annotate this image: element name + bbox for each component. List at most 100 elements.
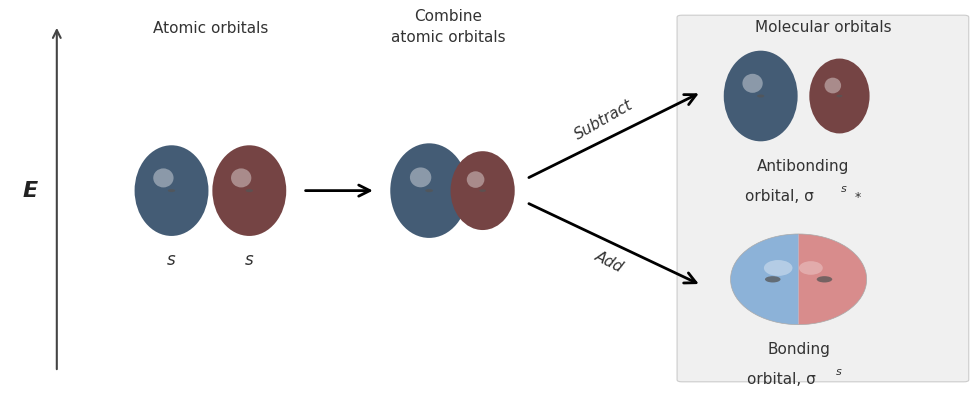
Ellipse shape (152, 166, 191, 215)
Ellipse shape (136, 147, 208, 235)
Ellipse shape (467, 171, 485, 188)
Ellipse shape (476, 183, 489, 198)
Ellipse shape (825, 77, 854, 115)
Circle shape (480, 189, 486, 192)
Ellipse shape (811, 61, 868, 131)
Ellipse shape (154, 170, 189, 212)
Ellipse shape (475, 181, 490, 200)
Circle shape (246, 189, 253, 192)
Ellipse shape (838, 95, 840, 97)
Ellipse shape (416, 175, 442, 206)
Text: Subtract: Subtract (572, 97, 636, 143)
Ellipse shape (219, 154, 279, 227)
Ellipse shape (740, 70, 782, 122)
Ellipse shape (835, 90, 844, 102)
Ellipse shape (396, 150, 463, 231)
Ellipse shape (463, 167, 502, 214)
Circle shape (837, 95, 842, 97)
Ellipse shape (829, 82, 850, 110)
Ellipse shape (830, 83, 849, 108)
Ellipse shape (759, 93, 763, 99)
Ellipse shape (745, 76, 777, 116)
Ellipse shape (465, 170, 500, 212)
Ellipse shape (763, 260, 793, 276)
Ellipse shape (213, 145, 287, 236)
Ellipse shape (832, 86, 847, 106)
Circle shape (765, 276, 781, 283)
Ellipse shape (412, 170, 446, 211)
Ellipse shape (227, 164, 271, 218)
Ellipse shape (221, 156, 278, 225)
Ellipse shape (408, 164, 451, 218)
Ellipse shape (241, 180, 258, 201)
Ellipse shape (730, 58, 792, 134)
Ellipse shape (799, 261, 823, 275)
Ellipse shape (139, 151, 204, 230)
Text: Molecular orbitals: Molecular orbitals (755, 19, 891, 35)
Ellipse shape (727, 55, 794, 137)
Text: orbital, σ: orbital, σ (745, 189, 813, 204)
Ellipse shape (812, 62, 867, 130)
Ellipse shape (814, 65, 865, 127)
Ellipse shape (419, 178, 440, 203)
Ellipse shape (836, 91, 843, 101)
Text: E: E (23, 181, 38, 200)
Ellipse shape (394, 148, 464, 233)
Ellipse shape (245, 185, 254, 197)
Ellipse shape (470, 175, 495, 206)
Ellipse shape (760, 94, 761, 98)
Ellipse shape (726, 54, 796, 138)
Ellipse shape (457, 159, 508, 222)
Circle shape (817, 276, 833, 283)
Circle shape (425, 189, 433, 192)
Circle shape (168, 189, 176, 192)
Text: s: s (168, 251, 176, 269)
Ellipse shape (825, 78, 841, 93)
Ellipse shape (451, 152, 514, 229)
Ellipse shape (161, 177, 182, 204)
Ellipse shape (757, 91, 764, 100)
Ellipse shape (738, 69, 783, 123)
Ellipse shape (156, 171, 187, 210)
Ellipse shape (214, 148, 284, 233)
Ellipse shape (454, 156, 511, 225)
Ellipse shape (456, 158, 509, 224)
Ellipse shape (237, 175, 261, 206)
Text: Antibonding: Antibonding (758, 159, 849, 174)
Ellipse shape (415, 173, 444, 208)
Ellipse shape (827, 80, 852, 112)
Ellipse shape (242, 181, 256, 200)
Ellipse shape (755, 89, 767, 104)
Ellipse shape (217, 151, 282, 230)
Ellipse shape (158, 174, 185, 207)
Text: Atomic orbitals: Atomic orbitals (153, 21, 268, 37)
Ellipse shape (833, 87, 846, 105)
Ellipse shape (450, 151, 515, 230)
Ellipse shape (214, 147, 285, 235)
Ellipse shape (164, 181, 179, 200)
Ellipse shape (163, 180, 180, 201)
Ellipse shape (218, 153, 280, 228)
Ellipse shape (471, 176, 494, 205)
Ellipse shape (137, 148, 206, 233)
Ellipse shape (406, 162, 452, 219)
Ellipse shape (472, 177, 493, 204)
Ellipse shape (732, 61, 789, 131)
Ellipse shape (423, 183, 436, 198)
Ellipse shape (750, 83, 772, 110)
Ellipse shape (157, 172, 186, 209)
Ellipse shape (135, 145, 209, 236)
Ellipse shape (754, 87, 768, 105)
Text: Combine
atomic orbitals: Combine atomic orbitals (391, 9, 506, 45)
Ellipse shape (474, 180, 491, 201)
Ellipse shape (838, 94, 841, 98)
Ellipse shape (235, 172, 264, 209)
Ellipse shape (481, 188, 485, 193)
Ellipse shape (482, 189, 484, 192)
Text: Add: Add (593, 248, 626, 275)
Ellipse shape (149, 164, 194, 218)
Text: s: s (245, 251, 254, 269)
Ellipse shape (828, 81, 851, 111)
Ellipse shape (459, 162, 506, 220)
Ellipse shape (145, 159, 197, 222)
